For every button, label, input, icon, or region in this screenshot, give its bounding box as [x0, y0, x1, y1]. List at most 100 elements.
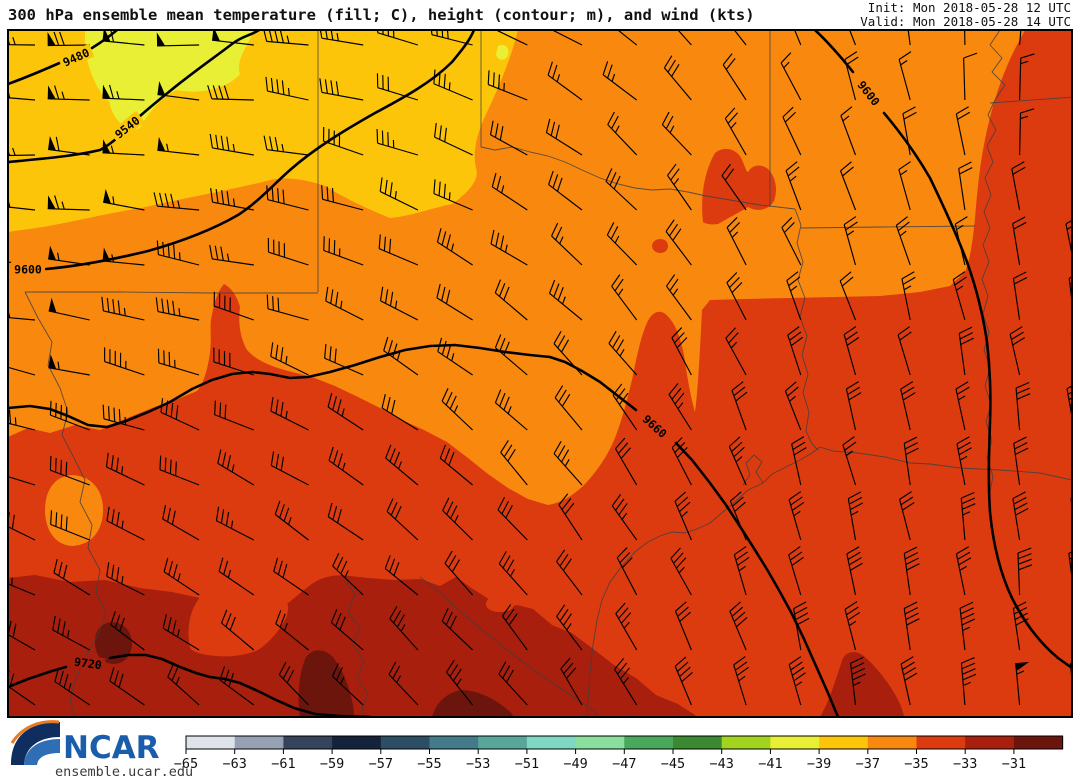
colorbar-segment: [916, 736, 966, 749]
wind-barb: [553, 441, 583, 486]
wind-barb: [907, 30, 911, 46]
wind-barb: [385, 444, 419, 486]
wind-barb: [214, 400, 255, 431]
wind-barb: [839, 271, 857, 321]
wind-barb: [1019, 53, 1035, 101]
wind-barb: [275, 610, 309, 651]
wind-barb: [955, 106, 971, 156]
wind-barb: [788, 656, 806, 706]
wind-barb: [793, 601, 810, 651]
colorbar-tick-label: −57: [369, 756, 393, 772]
wind-barb: [677, 30, 692, 46]
wind-barb: [671, 327, 692, 376]
border-ms-tn: [989, 96, 1072, 104]
wind-barb: [1019, 30, 1022, 46]
wind-barb: [325, 286, 364, 321]
wind-barb: [843, 216, 858, 266]
init-time: Init: Mon 2018-05-28 12 UTC: [868, 0, 1071, 15]
wind-barb: [1015, 661, 1030, 706]
colorbar-segment: [867, 736, 917, 749]
wind-barb: [48, 245, 90, 266]
wind-barb: [842, 436, 857, 486]
wind-barb: [964, 30, 966, 46]
wind-barb: [8, 569, 36, 596]
fill-redorange-main: [8, 30, 1072, 717]
wind-barb: [1065, 219, 1072, 257]
wind-barb: [611, 274, 638, 321]
wind-barb: [665, 219, 692, 266]
colorbar-segment: [575, 736, 625, 749]
colorbar-segment: [186, 736, 236, 749]
wind-barb: [844, 601, 861, 651]
contour-9660: [8, 343, 840, 717]
colorbar-segment: [770, 736, 820, 749]
wind-barb: [733, 30, 747, 46]
wind-barb: [48, 354, 90, 376]
wind-barb: [607, 111, 638, 156]
wind-barb: [323, 236, 364, 266]
wind-barb: [551, 222, 583, 266]
wind-barb: [8, 366, 36, 376]
colorbar-tick-label: −31: [1002, 756, 1026, 772]
contour-label-bg: [109, 111, 145, 143]
wind-barb: [548, 170, 583, 211]
wind-barb: [959, 601, 976, 651]
colorbar-tick-label: −39: [807, 756, 831, 772]
wind-barb: [274, 500, 309, 541]
wind-barb: [784, 381, 802, 431]
wind-barb: [733, 656, 749, 706]
coastline-galveston-bay: [742, 454, 764, 486]
colorbar-segment: [526, 736, 577, 749]
site-url[interactable]: ensemble.ucar.edu: [55, 764, 193, 780]
fill-yellow-patch: [85, 30, 253, 130]
wind-barb: [674, 601, 692, 651]
wind-barb: [780, 52, 802, 101]
wind-barb: [319, 78, 364, 101]
colorbar-segment: [478, 736, 528, 749]
wind-barb: [556, 549, 583, 596]
wind-barb: [219, 666, 255, 706]
border-la-ar: [800, 225, 976, 229]
wind-barb: [955, 546, 972, 596]
colorbar-tick-label: −61: [271, 756, 295, 772]
wind-barb: [726, 272, 747, 321]
wind-barb: [661, 111, 692, 156]
wind-barb: [903, 546, 920, 596]
temperature-colorbar: −65 −63 −61 −59 −57 −55 −53 −51 −49 −47 −45 −43 −41 −…: [174, 735, 1064, 772]
wind-barb: [321, 185, 364, 211]
wind-barb: [722, 53, 747, 101]
map-frame: [7, 29, 1073, 718]
contour-label-text: 9600: [14, 263, 42, 277]
fill-yellow-dot: [496, 45, 509, 60]
colorbar-tick-label: −47: [612, 756, 636, 772]
wind-barb: [8, 476, 36, 486]
wind-barb: [1009, 326, 1026, 376]
wind-barb: [500, 440, 528, 486]
wind-barb: [441, 388, 473, 431]
wind-barb: [328, 446, 364, 486]
wind-barb: [439, 444, 473, 486]
wind-barb: [668, 383, 692, 431]
wind-barb: [48, 136, 90, 156]
contour-label-9720: 9720: [70, 653, 106, 672]
wind-barb: [497, 496, 528, 541]
wind-barb: [444, 550, 474, 596]
wind-barb: [899, 491, 915, 541]
wind-barb: [324, 344, 364, 376]
colorbar-tick-label: −49: [563, 756, 587, 772]
wind-barb: [383, 336, 419, 376]
wind-barb: [548, 279, 583, 321]
wind-barb: [102, 139, 145, 156]
wind-barb: [553, 331, 583, 376]
wind-barb: [547, 61, 583, 101]
wind-barb: [322, 126, 364, 156]
river-rio-grande: [24, 291, 107, 717]
figure-title: 300 hPa ensemble mean temperature (fill;…: [8, 6, 755, 24]
wind-barb: [441, 607, 473, 651]
wind-barb: [551, 30, 583, 46]
fill-maroon-b: [94, 622, 132, 664]
wind-barb: [845, 381, 862, 431]
wind-barb: [725, 327, 747, 376]
wind-barb: [616, 30, 638, 46]
wind-barb: [1011, 161, 1026, 211]
